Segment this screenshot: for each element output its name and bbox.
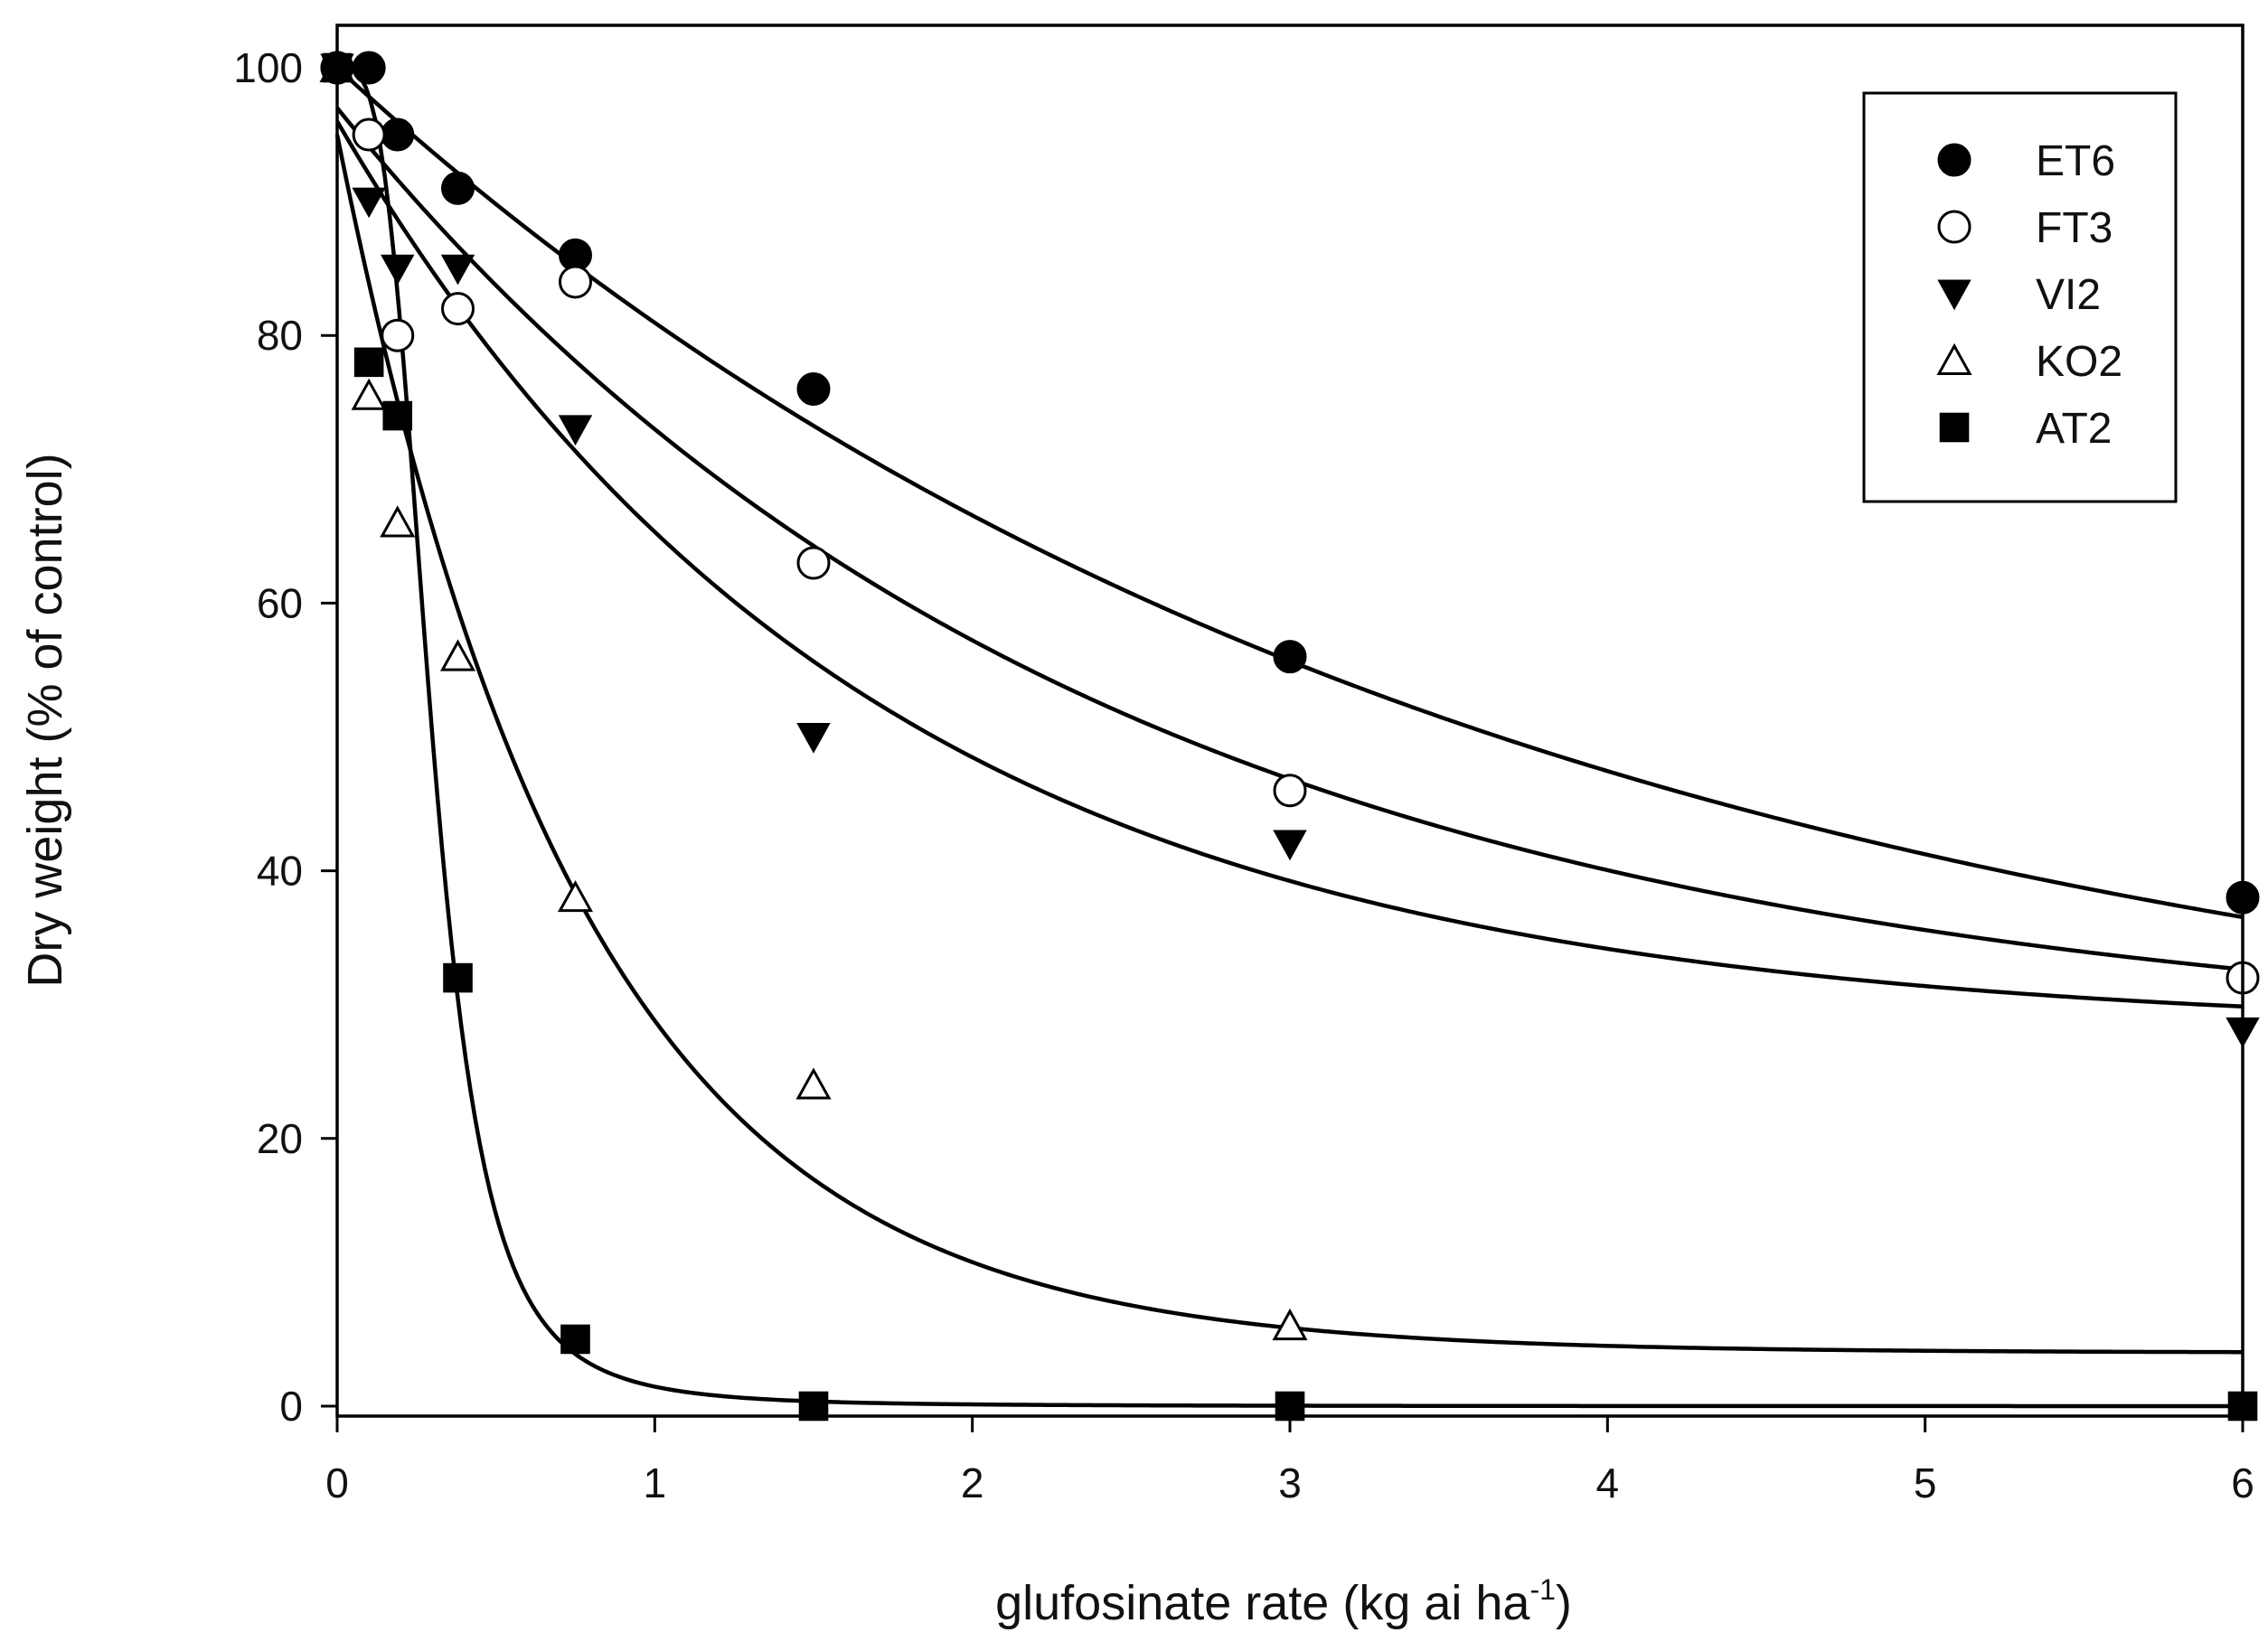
point-vi2 [796,723,831,754]
legend-box [1862,91,2178,503]
legend: ET6 FT3 VI2 KO2 AT2 [1862,91,2178,503]
legend-item-ft3: FT3 [1937,204,2113,252]
point-ko2 [439,639,476,671]
fit-line-vi2 [335,120,2244,1009]
legend-item-et6: ET6 [1937,137,2115,185]
y-tick-label: 40 [257,848,303,895]
point-et6 [441,171,475,205]
legend-label-ft3: FT3 [2036,204,2113,252]
legend-marker-et6 [1937,143,1972,177]
x-axis-label-close: ) [1556,1576,1572,1630]
legend-label-vi2: VI2 [2036,271,2101,319]
data-markers [319,50,2260,1422]
point-vi2 [440,254,475,286]
point-et6 [796,371,831,406]
point-vi2 [558,415,593,446]
y-tick-label: 60 [257,579,303,626]
legend-marker-ft3 [1937,210,1972,244]
x-tick-label: 2 [961,1459,984,1506]
x-tick-label: 6 [2231,1459,2254,1506]
point-ko2 [351,378,387,410]
x-tick-label: 4 [1596,1459,1620,1506]
legend-marker-vi2 [1937,279,1972,311]
point-ft3 [441,292,475,326]
legend-label-et6: ET6 [2036,137,2115,185]
point-et6 [381,117,415,152]
x-axis-label: glufosinate rate (kg ai ha-1) [995,1573,1572,1630]
point-at2 [353,347,384,378]
point-ft3 [559,265,592,299]
legend-label-at2: AT2 [2036,405,2112,453]
y-tick-label: 20 [257,1115,303,1162]
x-tick-label: 5 [1914,1459,1937,1506]
point-ko2 [557,879,594,913]
legend-item-ko2: KO2 [1936,338,2122,386]
point-et6 [352,51,386,85]
point-ft3 [1273,774,1307,808]
y-tick-label: 100 [233,44,303,91]
legend-marker-ko2 [1936,342,1972,375]
legend-label-ko2: KO2 [2036,338,2122,386]
point-et6 [1273,640,1307,674]
y-tick-label: 80 [257,312,303,359]
y-axis-label: Dry weight (% of control) [18,453,72,987]
x-tick-label: 1 [644,1459,667,1506]
y-tick-label: 0 [279,1383,303,1430]
point-at2 [560,1324,590,1355]
point-vi2 [381,254,415,286]
x-axis-label-main: glufosinate rate (kg ai ha [995,1576,1530,1630]
point-ko2 [1272,1308,1308,1341]
x-tick-label: 3 [1278,1459,1302,1506]
legend-marker-at2 [1939,412,1970,443]
x-tick-label: 0 [325,1459,349,1506]
legend-item-vi2: VI2 [1937,271,2101,319]
point-ft3 [381,318,415,352]
point-at2 [382,400,413,431]
point-vi2 [352,187,386,219]
point-vi2 [1273,830,1307,861]
point-ko2 [380,505,416,538]
point-ft3 [796,546,831,580]
x-axis-label-superscript: -1 [1529,1573,1555,1606]
point-ft3 [352,117,386,152]
point-ko2 [795,1067,832,1100]
legend-item-at2: AT2 [1939,405,2112,453]
point-at2 [443,962,473,993]
